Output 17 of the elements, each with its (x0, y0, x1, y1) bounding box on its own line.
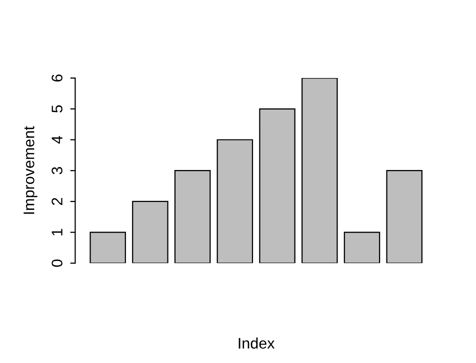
y-tick-label: 5 (52, 105, 62, 113)
y-tick-label: 1 (52, 228, 62, 236)
bar (174, 170, 211, 264)
y-tick-label: 0 (52, 260, 62, 267)
bar (301, 78, 338, 264)
y-axis-title: Improvement (24, 126, 38, 214)
bar (90, 232, 126, 264)
bar (259, 108, 296, 264)
y-tick-label: 2 (52, 198, 62, 205)
bar (386, 170, 422, 264)
y-tick-label: 4 (52, 136, 62, 144)
y-tick-label: 6 (52, 74, 62, 82)
y-tick-label: 3 (52, 167, 62, 174)
bar (216, 139, 254, 264)
x-axis-title: Index (238, 337, 275, 349)
bar (132, 200, 168, 264)
bar (344, 232, 380, 264)
